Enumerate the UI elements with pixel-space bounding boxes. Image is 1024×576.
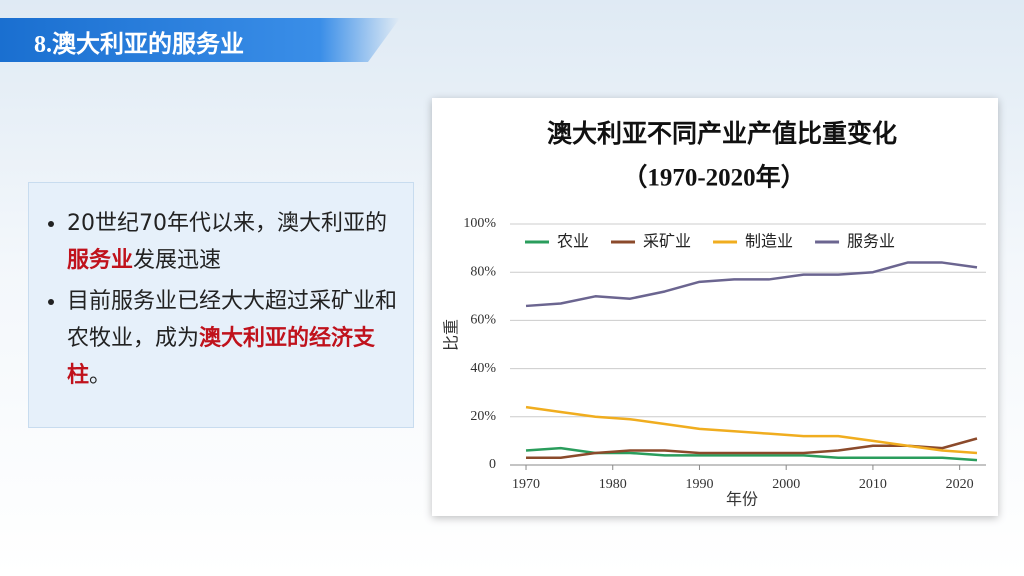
x-tick-label: 2020 <box>946 477 974 492</box>
bullet-list: 20世纪70年代以来，澳大利亚的服务业发展迅速 目前服务业已经大大超过采矿业和农… <box>43 205 399 394</box>
title-banner: 8.澳大利亚的服务业 <box>0 18 400 62</box>
chart-subtitle: （1970-2020年） <box>622 163 805 192</box>
text: 目前服务业已经大大超过采矿业和农牧业，成为 <box>67 289 398 351</box>
y-tick-label: 40% <box>470 361 496 376</box>
x-tick-label: 1990 <box>685 477 713 492</box>
y-tick-label: 100% <box>463 216 496 231</box>
x-axis-label: 年份 <box>726 490 758 509</box>
text: 20世纪70年代以来，澳大利亚的 <box>67 211 387 236</box>
x-tick-label: 2000 <box>772 477 800 492</box>
series-line <box>525 405 978 455</box>
legend-label: 制造业 <box>745 232 793 251</box>
y-tick-label: 20% <box>470 409 496 424</box>
slide-title: 8.澳大利亚的服务业 <box>34 32 244 58</box>
legend-label: 农业 <box>557 232 589 251</box>
y-tick-label: 0 <box>489 457 496 472</box>
highlight: 澳大利亚的经济支柱 <box>67 326 376 388</box>
text: 。 <box>89 363 112 388</box>
legend-label: 采矿业 <box>643 232 691 251</box>
y-tick-label: 60% <box>470 313 496 328</box>
text-box: 20世纪70年代以来，澳大利亚的服务业发展迅速 目前服务业已经大大超过采矿业和农… <box>28 182 414 428</box>
x-tick-label: 1980 <box>599 477 627 492</box>
x-tick-label: 1970 <box>512 477 540 492</box>
y-tick-label: 80% <box>470 264 496 279</box>
bullet: 目前服务业已经大大超过采矿业和农牧业，成为澳大利亚的经济支柱。 <box>67 283 399 394</box>
bullet: 20世纪70年代以来，澳大利亚的服务业发展迅速 <box>67 205 399 279</box>
legend-label: 服务业 <box>847 232 895 251</box>
x-tick-label: 2010 <box>859 477 887 492</box>
y-axis-label: 比重 <box>442 319 461 351</box>
highlight: 服务业 <box>67 248 134 273</box>
text: 发展迅速 <box>133 248 222 273</box>
series-line <box>525 261 978 308</box>
chart-title: 澳大利亚不同产业产值比重变化 <box>547 119 897 148</box>
